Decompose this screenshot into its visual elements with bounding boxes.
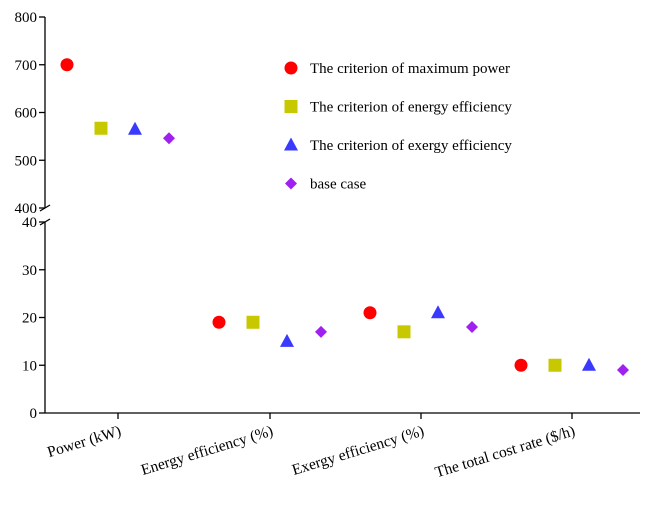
legend-label: The criterion of energy efficiency: [310, 100, 512, 116]
y-tick-label: 800: [15, 10, 38, 26]
data-point-circle: [363, 306, 377, 320]
data-point-triangle: [128, 121, 142, 135]
data-point-circle: [212, 315, 226, 329]
data-point-square: [397, 325, 411, 339]
tick-labels: 400 500 600 700 800 0 10 20 30 40: [15, 10, 38, 422]
data-point-diamond: [315, 325, 327, 338]
legend-label: The criterion of exergy efficiency: [310, 138, 512, 154]
y-tick-label: 400: [15, 201, 38, 217]
data-point-triangle: [431, 305, 445, 319]
category-label: The total cost rate ($/h): [433, 423, 577, 482]
legend-marker-square: [284, 100, 298, 113]
data-point-diamond: [466, 321, 478, 334]
legend-label: The criterion of maximum power: [310, 61, 510, 77]
y-tick-label: 30: [22, 263, 37, 279]
y-tick-label: 10: [22, 358, 37, 374]
category-labels: Power (kW) Energy efficiency (%) Exergy ef…: [45, 423, 577, 482]
y-tick-label: 700: [15, 58, 38, 74]
legend-marker-diamond: [285, 177, 297, 190]
legend-marker-triangle: [284, 137, 298, 151]
category-label: Exergy efficiency (%): [290, 423, 426, 479]
legend-label: base case: [310, 177, 367, 193]
y-tick-label: 20: [22, 311, 37, 327]
data-point-diamond: [617, 364, 629, 377]
data-point-triangle: [582, 357, 596, 371]
data-point-square: [94, 121, 108, 135]
legend: The criterion of maximum power The criter…: [284, 61, 512, 193]
data-point-square: [548, 358, 562, 372]
y-tick-label: 40: [22, 215, 37, 231]
y-tick-label: 500: [15, 153, 38, 169]
data-point-circle: [514, 358, 528, 372]
data-point-triangle: [280, 333, 294, 347]
data-point-diamond: [163, 132, 175, 145]
data-point-circle: [60, 58, 74, 72]
axes: [39, 16, 640, 419]
y-tick-label: 600: [15, 106, 38, 122]
data-point-square: [246, 315, 260, 329]
y-tick-label: 0: [30, 406, 38, 422]
category-label: Energy efficiency (%): [139, 423, 275, 479]
legend-marker-circle: [284, 61, 298, 75]
data-points: [60, 58, 629, 377]
category-label: Power (kW): [45, 423, 123, 462]
